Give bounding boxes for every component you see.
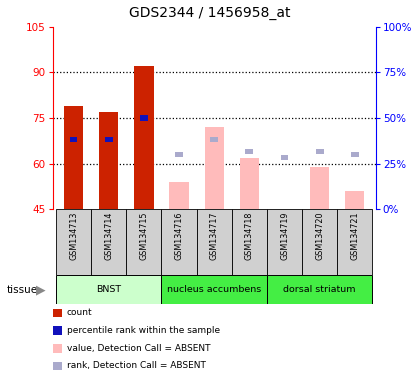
Bar [316,149,323,154]
Text: BNST: BNST [96,285,121,294]
Bar [281,155,289,161]
Text: GSM134715: GSM134715 [139,212,148,260]
Text: nucleus accumbens: nucleus accumbens [167,285,261,294]
Bar [105,137,113,142]
Bar [210,137,218,142]
Bar [56,275,161,304]
Bar [267,275,373,304]
Text: GSM134716: GSM134716 [175,212,184,260]
Text: GSM134720: GSM134720 [315,212,324,260]
Bar [197,209,232,275]
Text: value, Detection Call = ABSENT: value, Detection Call = ABSENT [67,344,210,353]
Bar [134,66,154,209]
Bar [205,127,224,209]
Bar [91,209,126,275]
Text: ▶: ▶ [36,283,45,296]
Bar [302,209,337,275]
Text: tissue: tissue [6,285,37,295]
Text: count: count [67,308,92,318]
Bar [310,167,329,209]
Bar [232,209,267,275]
Bar [267,209,302,275]
Text: GSM134718: GSM134718 [245,212,254,260]
Bar [351,152,359,157]
Bar [140,115,148,121]
Bar [126,209,161,275]
Text: GSM134714: GSM134714 [104,212,113,260]
Bar [345,191,365,209]
Bar [161,275,267,304]
Bar [245,149,253,154]
Text: GSM134717: GSM134717 [210,212,219,260]
Bar [169,182,189,209]
Bar [240,157,259,209]
Text: percentile rank within the sample: percentile rank within the sample [67,326,220,335]
Bar [56,209,91,275]
Bar [99,112,118,209]
Bar [337,209,373,275]
Text: GSM134721: GSM134721 [350,212,359,260]
Text: rank, Detection Call = ABSENT: rank, Detection Call = ABSENT [67,361,206,371]
Text: dorsal striatum: dorsal striatum [284,285,356,294]
Bar [70,137,77,142]
Bar [175,152,183,157]
Bar [161,209,197,275]
Text: GDS2344 / 1456958_at: GDS2344 / 1456958_at [129,6,291,20]
Bar [64,106,83,209]
Text: GSM134713: GSM134713 [69,212,78,260]
Text: GSM134719: GSM134719 [280,212,289,260]
